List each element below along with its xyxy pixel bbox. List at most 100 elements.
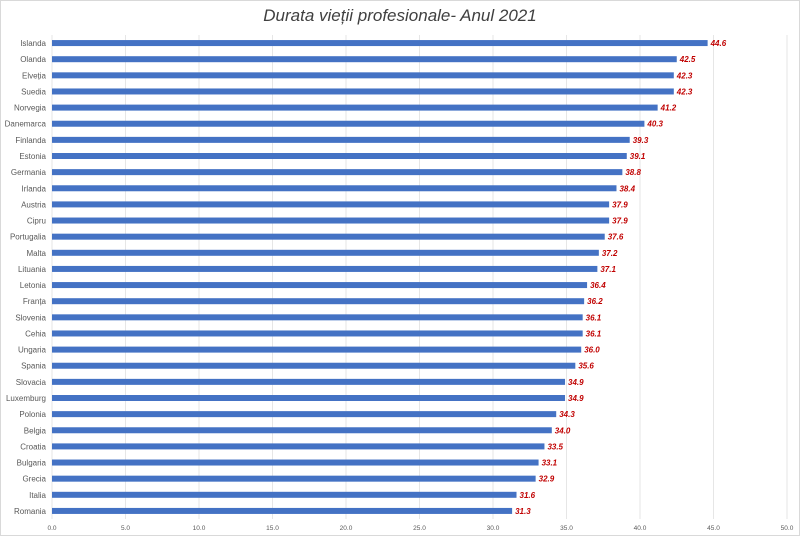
- bar: [52, 298, 585, 305]
- category-label: Estonia: [19, 152, 46, 161]
- category-label: Grecia: [22, 475, 46, 484]
- category-label: Portugalia: [10, 233, 47, 242]
- data-label: 39.3: [633, 136, 649, 145]
- bar: [52, 72, 674, 79]
- category-label: Polonia: [19, 410, 46, 419]
- category-label: Franța: [23, 297, 47, 306]
- data-label: 32.9: [539, 475, 555, 484]
- x-tick-label: 0.0: [47, 525, 56, 532]
- data-label: 37.9: [612, 217, 628, 226]
- data-label: 34.9: [568, 394, 584, 403]
- x-tick-label: 35.0: [560, 525, 573, 532]
- x-tick-label: 20.0: [340, 525, 353, 532]
- category-label: Slovacia: [16, 378, 47, 387]
- category-label: Irlanda: [22, 184, 47, 193]
- bar: [52, 88, 674, 95]
- x-tick-label: 40.0: [634, 525, 647, 532]
- data-label: 33.5: [547, 442, 563, 451]
- bar: [52, 201, 610, 208]
- category-label: Malta: [26, 249, 46, 258]
- data-label: 37.9: [612, 200, 628, 209]
- data-label: 38.8: [625, 168, 641, 177]
- bar: [52, 282, 588, 289]
- data-label: 36.4: [590, 281, 606, 290]
- x-tick-label: 25.0: [413, 525, 426, 532]
- x-tick-label: 50.0: [781, 525, 794, 532]
- data-label: 40.3: [646, 120, 663, 129]
- category-label: Luxemburg: [6, 394, 46, 403]
- x-tick-label: 45.0: [707, 525, 720, 532]
- category-label: Ungaria: [18, 346, 47, 355]
- category-label: Austria: [21, 200, 46, 209]
- category-label: Italia: [29, 491, 46, 500]
- data-label: 41.2: [660, 104, 677, 113]
- data-label: 42.3: [676, 71, 693, 80]
- category-label: Bulgaria: [17, 459, 47, 468]
- bar: [52, 443, 545, 450]
- data-label: 35.6: [578, 362, 594, 371]
- data-label: 36.1: [586, 313, 602, 322]
- bar: [52, 185, 617, 192]
- category-label: Germania: [11, 168, 47, 177]
- category-label: Lituania: [18, 265, 47, 274]
- data-label: 33.1: [542, 459, 558, 468]
- data-label: 34.0: [555, 426, 571, 435]
- data-label: 31.6: [520, 491, 536, 500]
- x-tick-label: 15.0: [266, 525, 279, 532]
- data-label: 31.3: [515, 507, 531, 516]
- bar: [52, 249, 599, 256]
- category-label: Cehia: [25, 329, 46, 338]
- data-label: 37.2: [602, 249, 618, 258]
- category-label: Letonia: [20, 281, 47, 290]
- category-label: Croatia: [20, 442, 46, 451]
- bar: [52, 136, 630, 143]
- category-label: Danemarca: [5, 120, 47, 129]
- data-label: 37.6: [608, 233, 624, 242]
- x-tick-label: 10.0: [193, 525, 206, 532]
- bar: [52, 153, 627, 159]
- chart-title: Durata vieții profesionale- Anul 2021: [263, 6, 537, 25]
- data-label: 37.1: [600, 265, 616, 274]
- bar: [52, 459, 539, 466]
- bar: [52, 233, 605, 240]
- bar: [52, 411, 557, 418]
- category-label: Olanda: [20, 55, 46, 64]
- bar: [52, 314, 583, 321]
- bar: [52, 362, 576, 369]
- bar: [52, 56, 677, 63]
- data-label: 42.3: [676, 87, 693, 96]
- bar: [52, 475, 536, 482]
- bar: [52, 427, 552, 434]
- category-label: Slovenia: [15, 313, 46, 322]
- data-label: 34.3: [559, 410, 575, 419]
- x-tick-label: 30.0: [487, 525, 500, 532]
- data-label: 42.5: [679, 55, 696, 64]
- bar: [52, 330, 583, 337]
- category-label: Norvegia: [14, 104, 47, 113]
- data-label: 36.2: [587, 297, 603, 306]
- category-label: Romania: [14, 507, 47, 516]
- data-label: 36.0: [584, 346, 600, 355]
- category-label: Suedia: [21, 87, 46, 96]
- bar: [52, 120, 645, 127]
- category-label: Belgia: [24, 426, 47, 435]
- data-label: 34.9: [568, 378, 584, 387]
- bar: [52, 491, 517, 498]
- bar: [52, 346, 582, 353]
- bar: [52, 104, 658, 111]
- bar: [52, 378, 566, 385]
- bar: [52, 507, 513, 514]
- bar: [52, 265, 598, 272]
- category-label: Finlanda: [15, 136, 46, 145]
- data-label: 44.6: [710, 39, 727, 48]
- category-label: Cipru: [27, 217, 46, 226]
- category-label: Spania: [21, 362, 46, 371]
- data-label: 36.1: [586, 329, 602, 338]
- bar: [52, 395, 566, 401]
- x-tick-label: 5.0: [121, 525, 130, 532]
- bar: [52, 217, 610, 224]
- bar: [52, 40, 708, 47]
- data-label: 38.4: [619, 184, 635, 193]
- category-label: Islanda: [20, 39, 46, 48]
